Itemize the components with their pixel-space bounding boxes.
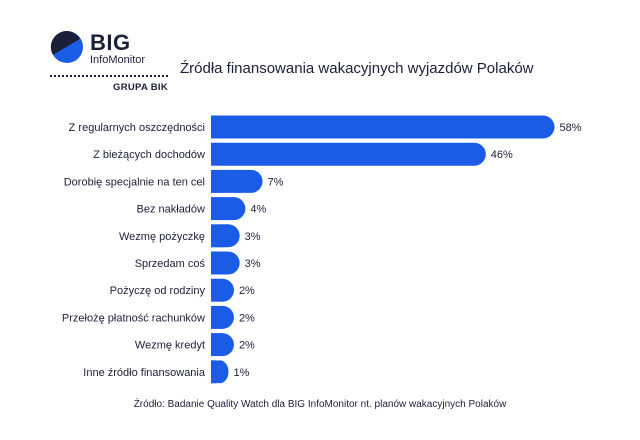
category-label: Bez nakładów bbox=[137, 204, 206, 216]
category-label: Wezmę pożyczkę bbox=[119, 231, 205, 243]
logo-big-text: BIG bbox=[90, 30, 131, 55]
category-label: Inne źródło finansowania bbox=[83, 367, 206, 379]
bar-left-edge bbox=[211, 360, 217, 384]
bar bbox=[211, 142, 486, 166]
data-label: 3% bbox=[245, 258, 261, 270]
category-label: Sprzedam coś bbox=[135, 258, 206, 270]
source-note: Źródło: Badanie Quality Watch dla BIG In… bbox=[133, 399, 507, 410]
bar-left-edge bbox=[211, 251, 223, 275]
logo-infomonitor-text: InfoMonitor bbox=[90, 54, 146, 66]
logo-grupa-bik-text: GRUPA BIK bbox=[113, 82, 168, 93]
big-logo-icon bbox=[50, 30, 83, 63]
data-label: 3% bbox=[245, 231, 261, 243]
brand-logo: BIG InfoMonitor GRUPA BIK bbox=[50, 30, 170, 93]
data-label: 46% bbox=[491, 149, 513, 161]
data-label: 58% bbox=[560, 122, 582, 134]
category-label: Przełożę płatność rachunków bbox=[62, 312, 205, 324]
data-label: 4% bbox=[250, 204, 266, 216]
category-label: Pożyczę od rodziny bbox=[110, 285, 206, 297]
bar-left-edge bbox=[211, 305, 223, 329]
data-label: 2% bbox=[239, 340, 255, 352]
bar-left-edge bbox=[211, 197, 223, 221]
category-label: Z bieżących dochodów bbox=[93, 149, 205, 161]
bar-left-edge bbox=[211, 115, 223, 139]
data-label: 2% bbox=[239, 285, 255, 297]
data-label: 2% bbox=[239, 312, 255, 324]
bar-left-edge bbox=[211, 142, 223, 166]
category-label: Z regularnych oszczędności bbox=[69, 122, 205, 134]
category-label: Dorobię specjalnie na ten cel bbox=[64, 176, 205, 188]
bar bbox=[211, 115, 555, 139]
data-label: 1% bbox=[234, 367, 250, 379]
category-label: Wezmę kredyt bbox=[135, 340, 205, 352]
bar-left-edge bbox=[211, 278, 223, 302]
bar-left-edge bbox=[211, 333, 223, 357]
bar-left-edge bbox=[211, 224, 223, 248]
logo-divider bbox=[50, 75, 168, 77]
bar bbox=[211, 169, 263, 193]
data-label: 7% bbox=[268, 176, 284, 188]
chart-title: Źródła finansowania wakacyjnych wyjazdów… bbox=[180, 60, 534, 77]
bar-left-edge bbox=[211, 169, 223, 193]
